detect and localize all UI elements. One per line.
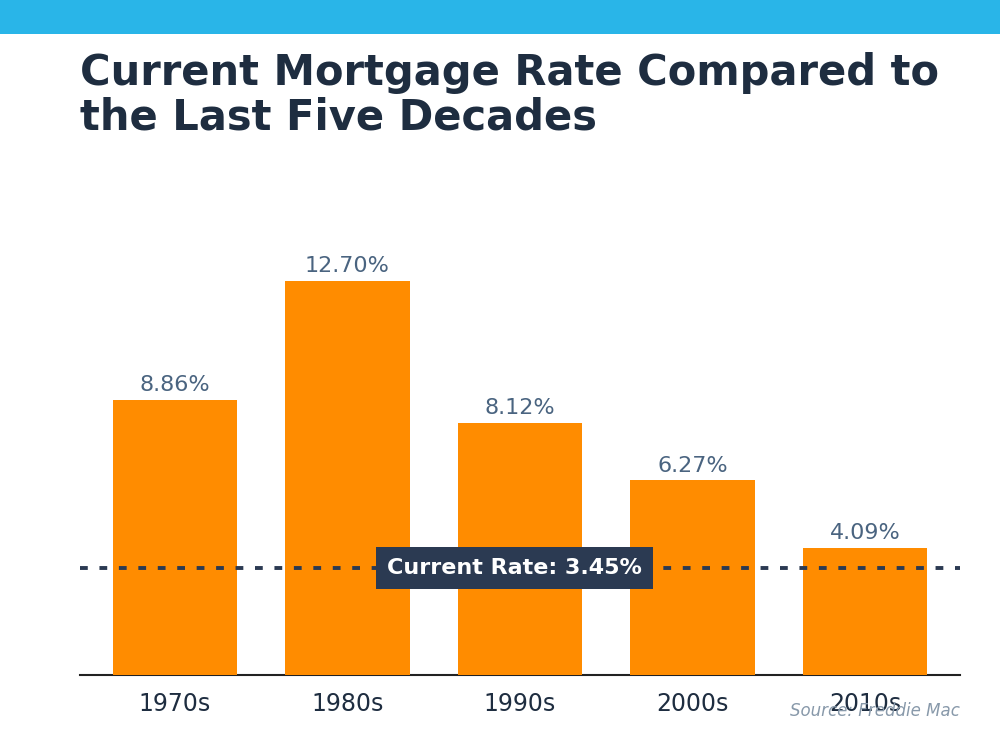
Text: Current Rate: 3.45%: Current Rate: 3.45% bbox=[387, 558, 642, 578]
Text: the Last Five Decades: the Last Five Decades bbox=[80, 97, 597, 139]
Text: 12.70%: 12.70% bbox=[305, 256, 390, 276]
Bar bbox=[803, 548, 927, 675]
Text: Source: Freddie Mac: Source: Freddie Mac bbox=[790, 702, 960, 720]
Text: 4.09%: 4.09% bbox=[830, 524, 900, 544]
Text: 8.12%: 8.12% bbox=[485, 398, 555, 418]
Bar bbox=[630, 481, 755, 675]
Text: Current Mortgage Rate Compared to: Current Mortgage Rate Compared to bbox=[80, 52, 939, 94]
Text: 6.27%: 6.27% bbox=[657, 456, 728, 476]
Bar bbox=[113, 400, 237, 675]
Text: 8.86%: 8.86% bbox=[140, 376, 210, 395]
Bar bbox=[458, 423, 582, 675]
Bar bbox=[285, 280, 410, 675]
